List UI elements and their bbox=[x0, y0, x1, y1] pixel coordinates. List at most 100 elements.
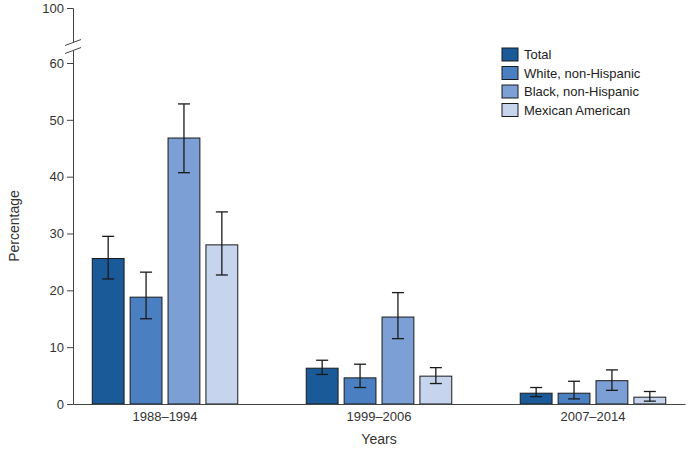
bar bbox=[92, 259, 124, 404]
axis-break bbox=[65, 40, 81, 46]
error-bar-line bbox=[644, 401, 656, 402]
tick-mark bbox=[67, 290, 73, 291]
error-bar-line bbox=[178, 103, 190, 104]
error-bar bbox=[644, 391, 656, 401]
error-bar-line bbox=[178, 172, 190, 173]
error-bar-line bbox=[435, 368, 436, 384]
tick: 2007–2014 bbox=[560, 404, 625, 424]
legend-swatch bbox=[502, 104, 518, 117]
tick-mark bbox=[67, 177, 73, 178]
plot-area bbox=[92, 104, 665, 404]
tick: 60 bbox=[50, 56, 73, 71]
error-bar-line bbox=[430, 383, 442, 384]
error-bar-line bbox=[102, 278, 114, 279]
y-axis-title: Percentage bbox=[6, 190, 22, 262]
tick-label: 10 bbox=[50, 340, 64, 355]
series bbox=[168, 104, 628, 404]
series bbox=[92, 236, 552, 404]
chart: 0 10 20 30 40 50 60 100 1988–1994 1999–2006 2007–2… bbox=[0, 0, 699, 454]
error-bar bbox=[102, 236, 114, 279]
error-bar-line bbox=[140, 271, 152, 272]
error-bar-line bbox=[611, 370, 612, 390]
x-axis-title: Years bbox=[361, 431, 396, 447]
error-bar bbox=[140, 272, 152, 319]
tick-label: 40 bbox=[50, 169, 64, 184]
legend-swatch bbox=[502, 85, 518, 98]
tick-label: 1999–2006 bbox=[346, 409, 411, 424]
error-bar-line bbox=[216, 274, 228, 275]
tick: 100 bbox=[42, 1, 73, 16]
tick-label: 60 bbox=[50, 56, 64, 71]
error-bar bbox=[316, 360, 328, 374]
error-bar bbox=[530, 388, 542, 397]
tick: 1999–2006 bbox=[346, 404, 411, 424]
error-bar-line bbox=[359, 364, 360, 387]
tick-mark bbox=[67, 63, 73, 64]
error-bar-line bbox=[216, 211, 228, 212]
error-bar-line bbox=[606, 369, 618, 370]
tick-mark bbox=[67, 8, 73, 9]
tick-mark bbox=[67, 120, 73, 121]
error-bar-line bbox=[392, 338, 404, 339]
tick-label: 0 bbox=[57, 397, 64, 412]
error-bar-line bbox=[316, 360, 328, 361]
error-bar bbox=[178, 104, 190, 173]
error-bar-line bbox=[221, 212, 222, 275]
error-bar bbox=[216, 212, 228, 275]
error-bar-line bbox=[392, 292, 404, 293]
error-bar-line bbox=[322, 360, 323, 374]
error-bar-line bbox=[568, 381, 580, 382]
tick-label: 100 bbox=[42, 1, 64, 16]
tick-mark bbox=[67, 404, 73, 405]
error-bar-line bbox=[530, 387, 542, 388]
legend-swatch bbox=[502, 67, 518, 80]
error-bar-line bbox=[568, 398, 580, 399]
error-bar-line bbox=[649, 391, 650, 401]
x-axis: 1988–1994 1999–2006 2007–2014 bbox=[74, 404, 686, 424]
axis-line bbox=[74, 404, 686, 405]
tick-mark bbox=[67, 234, 73, 235]
tick-label: 2007–2014 bbox=[560, 409, 625, 424]
error-bar-line bbox=[535, 388, 536, 397]
axis-break bbox=[65, 48, 81, 54]
tick-label: 1988–1994 bbox=[132, 409, 197, 424]
error-bar bbox=[606, 370, 618, 390]
tick: 30 bbox=[50, 226, 73, 241]
error-bar-line bbox=[140, 318, 152, 319]
axis-line bbox=[67, 9, 74, 405]
error-bar bbox=[568, 381, 580, 399]
tick-label: 20 bbox=[50, 283, 64, 298]
legend: Total White, non-Hispanic Black, non-Hispa… bbox=[502, 47, 641, 118]
tick-label: 30 bbox=[50, 226, 64, 241]
error-bar-line bbox=[573, 381, 574, 399]
error-bar-line bbox=[530, 396, 542, 397]
error-bar bbox=[354, 364, 366, 387]
tick: 40 bbox=[50, 169, 73, 184]
error-bar-line bbox=[102, 236, 114, 237]
legend-swatch bbox=[502, 48, 518, 61]
legend-label: Mexican American bbox=[524, 103, 630, 118]
error-bar-line bbox=[108, 236, 109, 279]
error-bar-line bbox=[354, 387, 366, 388]
error-bar-line bbox=[183, 104, 184, 173]
error-bar-line bbox=[354, 364, 366, 365]
series bbox=[206, 212, 666, 404]
tick: 1988–1994 bbox=[132, 404, 197, 424]
error-bar-line bbox=[316, 374, 328, 375]
error-bar bbox=[430, 368, 442, 384]
legend-label: White, non-Hispanic bbox=[524, 66, 641, 81]
tick: 10 bbox=[50, 340, 73, 355]
tick: 50 bbox=[50, 112, 73, 127]
error-bar-line bbox=[430, 367, 442, 368]
error-bar-line bbox=[606, 390, 618, 391]
legend-label: Black, non-Hispanic bbox=[524, 84, 639, 99]
tick: 20 bbox=[50, 283, 73, 298]
error-bar-line bbox=[644, 391, 656, 392]
legend-label: Total bbox=[524, 47, 552, 62]
tick: 0 bbox=[57, 397, 73, 412]
error-bar bbox=[392, 293, 404, 339]
y-axis: 0 10 20 30 40 50 60 100 bbox=[42, 1, 73, 412]
error-bar-line bbox=[397, 293, 398, 339]
error-bar-line bbox=[145, 272, 146, 319]
tick-mark bbox=[67, 347, 73, 348]
